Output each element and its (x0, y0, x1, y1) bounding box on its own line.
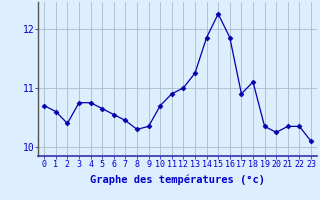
X-axis label: Graphe des températures (°c): Graphe des températures (°c) (90, 175, 265, 185)
